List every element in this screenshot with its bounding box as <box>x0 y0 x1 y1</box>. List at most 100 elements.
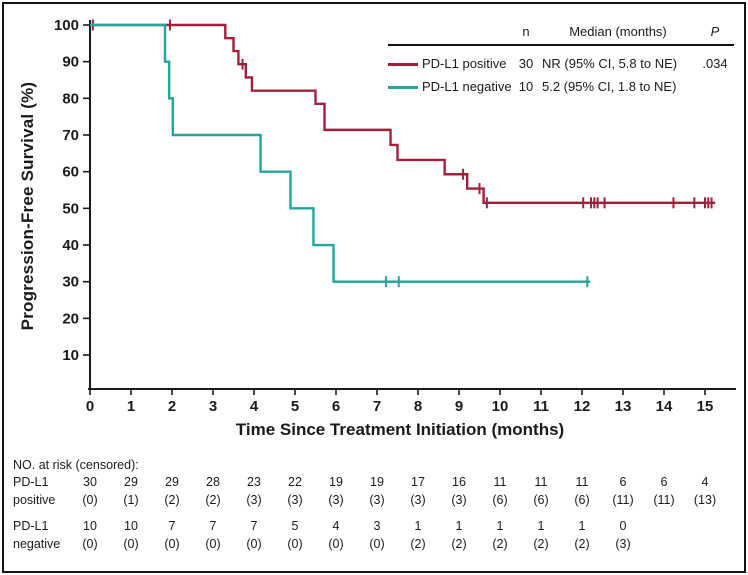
risk-count: 3 <box>373 519 381 533</box>
legend-header-median: Median (months) <box>569 23 667 39</box>
x-tick-label: 1 <box>127 398 135 415</box>
x-tick-label: 13 <box>615 398 632 415</box>
km-survival-chart: 0 1 2 3 4 5 6 7 8 9 10 11 12 13 14 15100908070605040302… <box>54 17 736 415</box>
risk-censored: (2) <box>410 537 426 551</box>
y-tick-label: 10 <box>62 347 79 364</box>
risk-censored: (0) <box>82 537 98 551</box>
risk-censored: (2) <box>533 537 549 551</box>
risk-count: 23 <box>247 475 261 489</box>
risk-count: 16 <box>452 475 466 489</box>
risk-censored: (2) <box>205 493 221 507</box>
y-tick-label: 50 <box>62 200 79 217</box>
legend-header-n: n <box>522 23 530 39</box>
risk-count: 29 <box>165 475 179 489</box>
x-tick-label: 7 <box>373 398 381 415</box>
legend-label-positive: PD-L1 positive <box>422 56 507 71</box>
risk-censored: (0) <box>82 493 98 507</box>
risk-censored: (2) <box>164 493 180 507</box>
risk-censored: (6) <box>492 493 508 507</box>
pdl1-negative-line-swatch <box>388 86 418 90</box>
risk-count: 19 <box>329 475 343 489</box>
risk-count: 7 <box>250 519 258 533</box>
y-tick-label: 40 <box>62 237 79 254</box>
risk-group-positive-label-1: PD-L1 <box>13 475 49 489</box>
x-tick-label: 8 <box>414 398 422 415</box>
x-tick-label: 6 <box>332 398 340 415</box>
x-tick-label: 15 <box>697 398 714 415</box>
risk-censored: (0) <box>328 537 344 551</box>
legend-n-positive: 30 <box>518 56 534 71</box>
risk-count: 11 <box>575 475 589 489</box>
risk-count: 22 <box>288 475 302 489</box>
legend-median-negative: 5.2 (95% CI, 1.8 to NE) <box>542 79 677 94</box>
legend-row-pdl1-negative: PD-L1 negative 10 5.2 (95% CI, 1.8 to NE… <box>388 75 734 98</box>
risk-censored: (1) <box>123 493 139 507</box>
x-tick-label: 0 <box>86 398 94 415</box>
x-tick-label: 3 <box>209 398 217 415</box>
x-tick-label: 12 <box>574 398 591 415</box>
risk-censored: (0) <box>287 537 303 551</box>
risk-censored: (3) <box>410 493 426 507</box>
x-axis-title: Time Since Treatment Initiation (months) <box>235 420 565 439</box>
risk-count: 6 <box>660 475 668 489</box>
x-tick-label: 2 <box>168 398 176 415</box>
risk-censored: (3) <box>451 493 467 507</box>
risk-censored: (0) <box>123 537 139 551</box>
risk-count: 0 <box>619 519 627 533</box>
risk-censored: (3) <box>615 537 631 551</box>
risk-censored: (11) <box>653 493 675 507</box>
risk-count: 7 <box>168 519 176 533</box>
risk-censored: (2) <box>492 537 508 551</box>
y-axis-title: Progression-Free Survival (%) <box>18 81 37 331</box>
risk-group-positive-label-2: positive <box>13 493 56 507</box>
risk-count: 1 <box>455 519 463 533</box>
risk-censored: (2) <box>574 537 590 551</box>
x-tick-label: 10 <box>492 398 509 415</box>
risk-count: 11 <box>534 475 548 489</box>
risk-censored: (13) <box>693 493 717 507</box>
legend-p-value: .034 <box>702 56 728 71</box>
risk-table-title: NO. at risk (censored): <box>13 458 139 472</box>
risk-count: 17 <box>411 475 425 489</box>
risk-count: 4 <box>701 475 709 489</box>
risk-censored: (0) <box>205 537 221 551</box>
risk-censored: (3) <box>246 493 262 507</box>
risk-censored: (11) <box>612 493 634 507</box>
risk-count: 29 <box>124 475 138 489</box>
y-tick-label: 100 <box>54 17 79 34</box>
y-tick-label: 80 <box>62 90 79 107</box>
risk-censored: (0) <box>369 537 385 551</box>
x-tick-label: 5 <box>291 398 299 415</box>
risk-censored: (3) <box>369 493 385 507</box>
legend-n-negative: 10 <box>518 79 534 94</box>
risk-censored: (3) <box>287 493 303 507</box>
risk-censored: (3) <box>328 493 344 507</box>
risk-count: 10 <box>124 519 138 533</box>
x-tick-label: 11 <box>533 398 549 415</box>
risk-count: 1 <box>414 519 422 533</box>
km-curve-pd-l1-negative <box>90 23 591 283</box>
y-tick-label: 70 <box>62 127 79 144</box>
y-tick-label: 90 <box>62 54 79 71</box>
risk-count: 28 <box>206 475 220 489</box>
risk-count: 1 <box>496 519 504 533</box>
risk-count: 6 <box>619 475 627 489</box>
risk-count: 4 <box>332 519 340 533</box>
risk-censored: (6) <box>574 493 590 507</box>
risk-group-negative-label-1: PD-L1 <box>13 519 49 533</box>
risk-count: 5 <box>291 519 299 533</box>
legend-label-negative: PD-L1 negative <box>422 79 512 94</box>
y-tick-label: 20 <box>62 310 79 327</box>
y-tick-label: 60 <box>62 164 79 181</box>
y-tick-label: 30 <box>62 274 79 291</box>
risk-censored: (0) <box>164 537 180 551</box>
risk-count: 7 <box>209 519 217 533</box>
risk-censored: (2) <box>451 537 467 551</box>
risk-censored: (0) <box>246 537 262 551</box>
risk-count: 10 <box>83 519 97 533</box>
pdl1-positive-line-swatch <box>388 63 418 67</box>
x-tick-label: 4 <box>250 398 259 415</box>
risk-censored: (6) <box>533 493 549 507</box>
x-tick-label: 14 <box>656 398 673 415</box>
